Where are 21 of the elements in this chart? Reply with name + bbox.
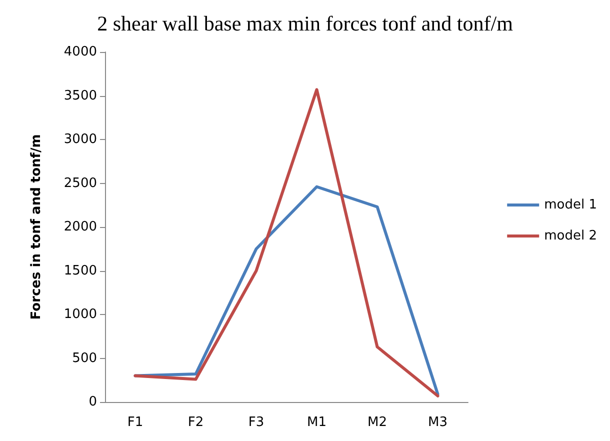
y-tick-label: 4000: [64, 44, 97, 60]
line-series: [134, 185, 440, 396]
y-tick-label: 0: [88, 394, 97, 410]
y-tick-label: 500: [72, 350, 97, 366]
y-tick-label: 3500: [64, 88, 97, 104]
x-tick-label: F2: [188, 415, 204, 430]
y-tick-label: 3000: [64, 132, 97, 147]
line-series: [134, 88, 440, 398]
x-tick-label: M3: [428, 415, 448, 430]
y-tick-label: 1000: [64, 307, 97, 322]
y-tick-label: 2500: [64, 176, 97, 191]
y-tick-label: 2000: [64, 220, 97, 234]
y-axis-title: Forces in tonf and tonf/m: [29, 134, 44, 320]
x-tick-label: M1: [307, 415, 326, 430]
y-tick-label: 1500: [64, 263, 97, 278]
legend-label: model 1: [544, 198, 598, 212]
legend-label: model 2: [544, 228, 598, 244]
x-tick-label: F1: [127, 415, 144, 430]
chart-title: 2 shear wall base max min forces tonf and tonf/m: [97, 12, 513, 36]
x-tick-label: F3: [248, 415, 264, 430]
x-tick-label: M2: [368, 415, 387, 430]
